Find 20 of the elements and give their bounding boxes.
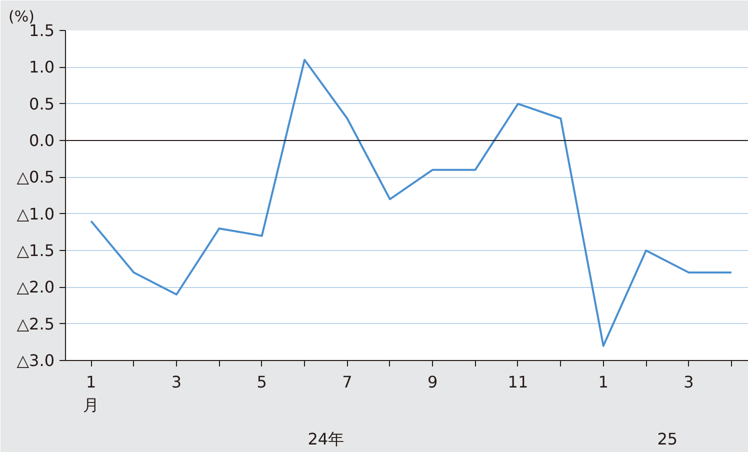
y-tick-label: △3.0 <box>16 351 54 370</box>
y-tick-label: 1.0 <box>29 58 55 77</box>
text: 24年 <box>308 430 344 448</box>
x-tick-label: 3 <box>171 372 182 392</box>
x-tick-label: 3 <box>684 372 694 392</box>
x-tick-label: 7 <box>342 372 352 392</box>
text: 25 <box>657 430 678 448</box>
y-tick-label: △1.0 <box>16 204 54 224</box>
x-tick-label: 5 <box>256 372 267 392</box>
y-tick-label: 0.0 <box>29 131 55 150</box>
x-tick-label: 9 <box>428 372 438 392</box>
x-tick-label: 1 <box>598 372 608 392</box>
y-tick-label: △2.5 <box>16 314 54 334</box>
y-tick-label: △0.5 <box>16 168 54 187</box>
x-tick-label: 1 月 <box>83 372 100 414</box>
y-axis-title: (%) <box>8 8 34 26</box>
x-tick-label: 11 <box>508 372 528 392</box>
y-tick-label: △1.5 <box>16 241 54 260</box>
y-tick-label: 0.5 <box>29 94 55 114</box>
y-tick-label: △2.0 <box>16 278 54 297</box>
